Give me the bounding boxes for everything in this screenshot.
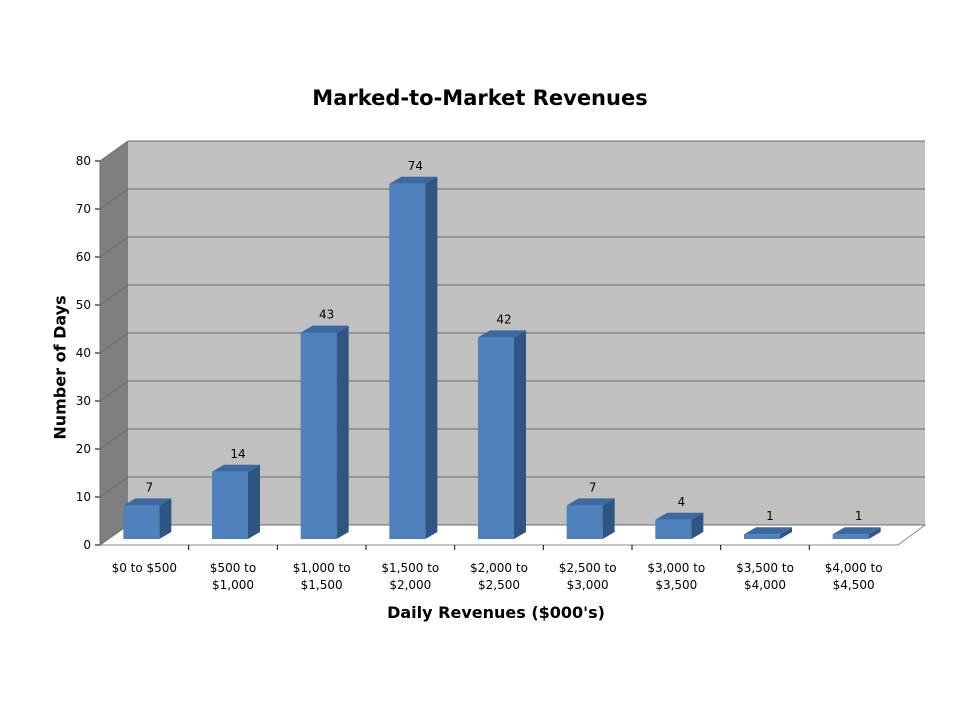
bar-front <box>389 183 426 540</box>
bar-front <box>566 505 603 539</box>
x-category-label: $4,000 to <box>825 561 883 575</box>
gridline-diagonal <box>99 476 129 498</box>
x-category-label: $1,500 to <box>381 561 439 575</box>
y-tick-label: 40 <box>76 346 91 360</box>
x-category-label: $4,500 <box>833 578 875 592</box>
bar-side <box>602 498 615 539</box>
x-category-label: $2,500 to <box>559 561 617 575</box>
gridline-diagonal <box>99 332 129 354</box>
bar-front <box>744 534 780 539</box>
data-label: 7 <box>589 480 597 494</box>
bar-top <box>655 512 704 520</box>
x-category-label: $2,500 <box>478 578 520 592</box>
bar-side <box>691 512 704 539</box>
x-category-label: $1,500 <box>301 578 343 592</box>
bar-top <box>300 325 349 333</box>
x-category-label: $0 to $500 <box>112 561 177 575</box>
gridline-diagonal <box>99 140 129 162</box>
data-label: 42 <box>496 312 511 326</box>
bar-front <box>123 505 160 539</box>
data-label: 1 <box>855 509 863 523</box>
y-tick-label: 30 <box>76 394 91 408</box>
x-category-label: $2,000 <box>389 578 431 592</box>
bar-top <box>478 330 526 338</box>
bar-top <box>123 498 172 506</box>
bar-front <box>212 471 248 539</box>
gridline-diagonal <box>99 188 129 210</box>
data-label: 1 <box>766 509 774 523</box>
x-category-label: $2,000 to <box>470 561 528 575</box>
y-tick-label: 10 <box>76 490 91 504</box>
data-label: 43 <box>319 308 334 322</box>
bar-top <box>212 464 260 472</box>
gridline-diagonal <box>99 236 129 258</box>
x-category-label: $500 to <box>210 561 256 575</box>
y-tick-label: 60 <box>76 250 91 264</box>
bar-side <box>336 325 349 539</box>
data-label: 7 <box>146 480 154 494</box>
y-tick-label: 0 <box>83 538 91 552</box>
bar-top <box>744 527 792 535</box>
bar-side <box>425 176 438 540</box>
bar-side <box>159 498 172 539</box>
bar-side <box>514 330 526 539</box>
y-tick-label: 80 <box>76 154 91 168</box>
x-category-label: $3,500 <box>655 578 697 592</box>
x-category-label: $3,000 to <box>647 561 705 575</box>
gridline-diagonal <box>99 380 129 402</box>
data-label: 4 <box>678 495 686 509</box>
gridlines <box>99 140 925 546</box>
y-tick-label: 70 <box>76 202 91 216</box>
data-label: 74 <box>408 159 423 173</box>
x-category-label: $1,000 to <box>293 561 351 575</box>
y-tick-label: 50 <box>76 298 91 312</box>
x-category-label: $1,000 <box>212 578 254 592</box>
bar-front <box>478 337 514 539</box>
gridline-diagonal <box>99 284 129 306</box>
bar-front <box>832 534 869 539</box>
x-category-label: $4,000 <box>744 578 786 592</box>
bar-top <box>389 176 438 184</box>
bars <box>123 176 881 540</box>
bar-side <box>780 527 792 539</box>
x-category-label: $3,000 <box>567 578 609 592</box>
bar-front <box>300 332 337 539</box>
chart-title: Marked-to-Market Revenues <box>312 86 648 110</box>
gridline-diagonal <box>99 428 129 450</box>
y-tick-label: 20 <box>76 442 91 456</box>
bar-side <box>868 527 881 539</box>
bar-side <box>248 464 260 539</box>
bar-top <box>832 527 881 535</box>
y-axis-ticks: 0 10 20 30 40 50 60 70 80 <box>76 154 101 552</box>
data-label: 14 <box>230 447 245 461</box>
x-axis-categories: $0 to $500 $500 to $1,000 $1,000 to $1,500 $1… <box>112 545 883 592</box>
x-axis-title: Daily Revenues ($000's) <box>387 603 605 622</box>
bar-front <box>655 519 692 539</box>
x-category-label: $3,500 to <box>736 561 794 575</box>
bar-top <box>566 498 615 506</box>
